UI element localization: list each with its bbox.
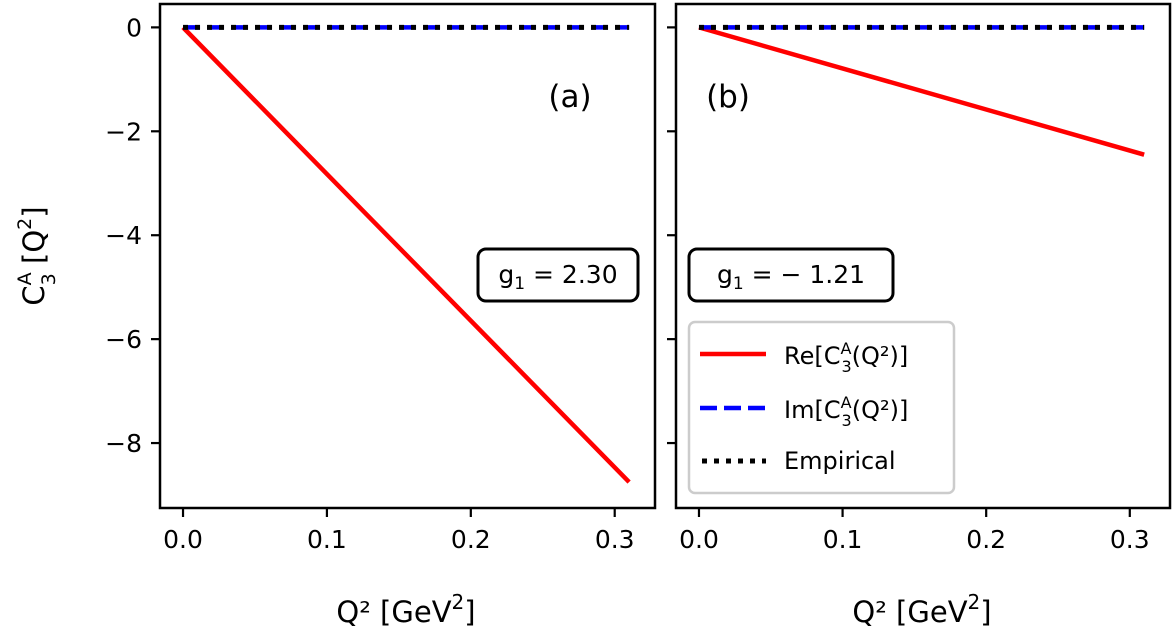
panel-a-x-ticks: 0.0 0.1 0.2 0.3 bbox=[163, 508, 635, 554]
legend-frame bbox=[687, 320, 956, 495]
panel-a-y-tick-label: −4 bbox=[105, 221, 142, 250]
panel-a-x-tick-label: 0.0 bbox=[163, 525, 203, 554]
legend: Re[CA 3(Q²)] Im[CA 3(Q²)] Empirical bbox=[687, 320, 956, 495]
panel-a-series-re bbox=[181, 25, 631, 484]
panel-a: 0.0 0.1 0.2 0.3 0 −2 −4 −6 −8 (a) g1 = 2.30 Q² … bbox=[14, 2, 657, 629]
panel-a-label: (a) bbox=[548, 79, 591, 115]
legend-label-re: Re[CA 3(Q²)] bbox=[784, 339, 908, 376]
panel-b-label: (b) bbox=[706, 79, 750, 115]
panel-a-y-tick-label: 0 bbox=[126, 13, 142, 42]
legend-label-empirical: Empirical bbox=[784, 447, 896, 475]
panel-a-annotation: g1 = 2.30 bbox=[498, 260, 617, 294]
panel-a-y-tick-label: −2 bbox=[105, 117, 142, 146]
panel-a-x-tick-label: 0.3 bbox=[595, 525, 635, 554]
panel-b-x-tick-label: 0.2 bbox=[966, 525, 1006, 554]
panel-a-annotation-box bbox=[476, 247, 640, 303]
legend-label-im: Im[CA 3(Q²)] bbox=[784, 393, 908, 430]
panel-b-x-tick-label: 0.1 bbox=[823, 525, 863, 554]
panel-b-annotation: g1 = − 1.21 bbox=[717, 260, 865, 294]
panel-a-y-tick-label: −6 bbox=[105, 325, 142, 354]
y-axis-label: CA 3 [Q2] bbox=[14, 206, 60, 305]
panel-a-x-tick-label: 0.1 bbox=[307, 525, 347, 554]
panel-a-y-ticks: 0 −2 −4 −6 −8 bbox=[105, 13, 160, 458]
panel-b-x-tick-label: 0.0 bbox=[679, 525, 719, 554]
panel-a-series bbox=[181, 24, 631, 484]
panel-b-annotation-box bbox=[687, 247, 895, 303]
panel-b-x-ticks: 0.0 0.1 0.2 0.3 bbox=[679, 508, 1150, 554]
panel-b: 0.0 0.1 0.2 0.3 (b) g1 = − 1.21 Q² [GeV2] R… bbox=[667, 2, 1172, 629]
panel-a-x-tick-label: 0.2 bbox=[451, 525, 491, 554]
panel-b-series-re bbox=[698, 25, 1145, 157]
panel-a-x-axis-label: Q² [GeV2] bbox=[336, 590, 475, 629]
panel-b-y-ticks bbox=[667, 26, 676, 445]
panel-b-series bbox=[698, 24, 1145, 157]
panel-b-x-axis-label: Q² [GeV2] bbox=[852, 590, 991, 629]
panel-b-x-tick-label: 0.3 bbox=[1110, 525, 1150, 554]
panel-a-y-tick-label: −8 bbox=[105, 429, 142, 458]
